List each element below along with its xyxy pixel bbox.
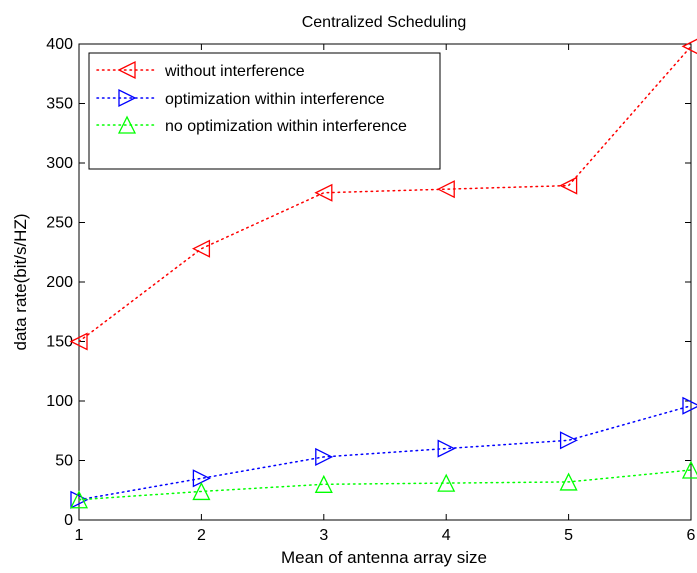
data-point [681, 460, 697, 479]
y-tick-label: 350 [46, 96, 73, 113]
series-layer [69, 38, 697, 509]
legend: without interference optimization within … [88, 52, 441, 170]
legend-label: optimization within interference [165, 91, 385, 108]
data-point [70, 490, 89, 509]
data-point [559, 472, 578, 491]
data-point [559, 176, 578, 195]
series-line [78, 405, 692, 501]
x-tick-label: 1 [75, 527, 84, 544]
legend-marker [118, 88, 137, 108]
y-axis-label: data rate(bit/s/HZ) [11, 214, 30, 351]
data-point [191, 239, 211, 258]
x-axis: 1 2 3 4 5 6 [75, 44, 696, 544]
y-axis: 0 50 100 150 200 250 300 350 400 [46, 36, 691, 529]
legend-label: no optimization within interference [165, 118, 407, 135]
series-3 [69, 460, 697, 509]
x-tick-label: 3 [319, 527, 328, 544]
legend-entry: optimization within interference [96, 88, 385, 108]
legend-items: without interference optimization within … [96, 60, 407, 135]
data-point [436, 180, 455, 199]
legend-marker [117, 115, 137, 134]
y-tick-label: 50 [55, 453, 73, 470]
legend-entry: no optimization within interference [96, 115, 407, 135]
data-point [314, 474, 333, 493]
data-point [437, 439, 456, 458]
data-point [315, 447, 334, 466]
data-point [437, 473, 456, 492]
x-tick-label: 6 [687, 527, 696, 544]
data-point [192, 481, 211, 501]
y-tick-label: 0 [64, 512, 73, 529]
series-line [78, 45, 692, 343]
data-point [682, 396, 697, 415]
chart-title: Centralized Scheduling [302, 14, 467, 31]
series-1 [69, 38, 697, 351]
y-tick-label: 200 [46, 274, 73, 291]
y-tick-label: 300 [46, 155, 73, 172]
y-tick-label: 400 [46, 36, 73, 53]
data-point [559, 431, 579, 450]
data-point [314, 183, 333, 202]
data-point [69, 490, 89, 509]
data-point [69, 332, 88, 351]
legend-box [88, 52, 441, 170]
data-point [681, 38, 697, 55]
x-tick-label: 5 [564, 527, 573, 544]
y-tick-label: 100 [46, 393, 73, 410]
x-tick-label: 4 [442, 527, 451, 544]
legend-label: without interference [164, 63, 305, 80]
y-tick-label: 250 [46, 215, 73, 232]
x-tick-label: 2 [197, 527, 206, 544]
y-tick-label: 150 [46, 334, 73, 351]
legend-entry: without interference [96, 60, 305, 80]
x-axis-label: Mean of antenna array size [281, 548, 487, 567]
legend-marker [117, 60, 136, 80]
